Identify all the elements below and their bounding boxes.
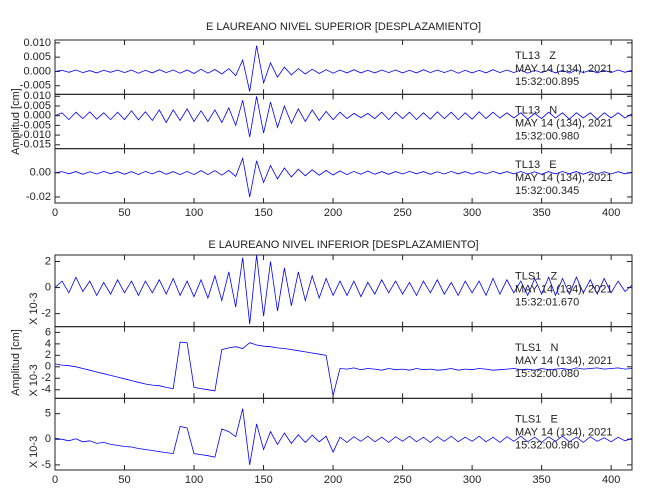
panel-title: E LAUREANO NIVEL INFERIOR [DESPLAZAMIENT… <box>208 239 478 251</box>
station-label: TLS1 Z <box>515 270 557 282</box>
scale-label: X 10-3 <box>28 293 40 325</box>
x-tick-label: 50 <box>118 207 130 219</box>
x-tick-label: 150 <box>254 207 272 219</box>
y-tick-label: 0.00 <box>30 167 51 179</box>
y-axis-label: Amplitud [cm] <box>10 88 22 155</box>
waveform <box>54 156 633 198</box>
date-label: MAY 14 (134), 2021 <box>515 118 612 130</box>
x-tick-label: 250 <box>393 474 411 486</box>
waveform <box>54 45 633 92</box>
x-tick-label: 200 <box>324 207 342 219</box>
subplot-frame <box>54 148 633 204</box>
x-tick-label: 300 <box>463 474 481 486</box>
x-tick-label: 50 <box>118 474 130 486</box>
x-tick-label: 0 <box>52 474 58 486</box>
station-label: TL13 E <box>515 159 557 171</box>
time-label: 15:32:00.960 <box>515 440 579 452</box>
station-label: TL13 Z <box>515 50 556 62</box>
y-tick-label: -0.02 <box>26 191 51 203</box>
y-tick-label: 0.010 <box>23 37 51 49</box>
x-tick-label: 150 <box>254 474 272 486</box>
y-tick-label: 2 <box>45 349 51 361</box>
date-label: MAY 14 (134), 2021 <box>515 283 612 295</box>
y-tick-label: 0.010 <box>23 90 51 102</box>
waveform <box>54 96 633 138</box>
y-tick-label: 0.005 <box>23 51 51 63</box>
x-tick-label: 400 <box>602 474 620 486</box>
waveform <box>54 341 633 396</box>
x-tick-label: 350 <box>532 474 550 486</box>
panel-title: E LAUREANO NIVEL SUPERIOR [DESPLAZAMIENT… <box>206 21 481 33</box>
y-tick-label: 0.000 <box>23 110 51 122</box>
time-label: 15:32:01.670 <box>515 296 579 308</box>
waveform <box>54 254 633 325</box>
x-tick-label: 200 <box>324 474 342 486</box>
scale-label: X 10-3 <box>28 436 40 468</box>
station-label: TLS1 E <box>515 414 558 426</box>
time-label: 15:32:00.980 <box>515 131 579 143</box>
station-label: TL13 N <box>515 105 557 117</box>
y-tick-label: 0.000 <box>23 65 51 77</box>
y-tick-label: -2 <box>41 372 51 384</box>
y-tick-label: -0.005 <box>20 119 51 131</box>
y-tick-label: 6 <box>45 326 51 338</box>
x-tick-label: 100 <box>185 474 203 486</box>
time-label: 15:32:00.895 <box>515 76 579 88</box>
x-tick-label: 0 <box>52 207 58 219</box>
station-label: TLS1 N <box>515 342 558 354</box>
y-tick-label: 5 <box>45 408 51 420</box>
scale-label: X 10-3 <box>28 364 40 396</box>
y-tick-label: 0.005 <box>23 100 51 112</box>
date-label: MAY 14 (134), 2021 <box>515 427 612 439</box>
x-tick-label: 250 <box>393 207 411 219</box>
x-tick-label: 100 <box>185 207 203 219</box>
y-tick-label: -0.005 <box>20 80 51 92</box>
y-tick-label: 4 <box>45 338 51 350</box>
date-label: MAY 14 (134), 2021 <box>515 355 612 367</box>
y-tick-label: -0.015 <box>20 139 51 151</box>
x-tick-label: 350 <box>532 207 550 219</box>
subplot-frame <box>54 397 633 471</box>
y-tick-label: -4 <box>41 384 51 396</box>
y-tick-label: -5 <box>41 459 51 471</box>
y-tick-label: -2 <box>41 308 51 320</box>
y-axis-label: Amplitud [cm] <box>10 329 22 396</box>
y-tick-label: 2 <box>45 255 51 267</box>
y-tick-label: 0 <box>45 433 51 445</box>
y-tick-label: -0.010 <box>20 129 51 141</box>
x-tick-label: 300 <box>463 207 481 219</box>
x-tick-label: 400 <box>602 207 620 219</box>
y-tick-label: 0 <box>45 361 51 373</box>
time-label: 15:32:00.345 <box>515 185 579 197</box>
time-label: 15:32:00.080 <box>515 368 579 380</box>
date-label: MAY 14 (134), 2021 <box>515 172 612 184</box>
waveform <box>54 408 633 465</box>
y-tick-label: 0 <box>45 281 51 293</box>
date-label: MAY 14 (134), 2021 <box>515 63 612 75</box>
